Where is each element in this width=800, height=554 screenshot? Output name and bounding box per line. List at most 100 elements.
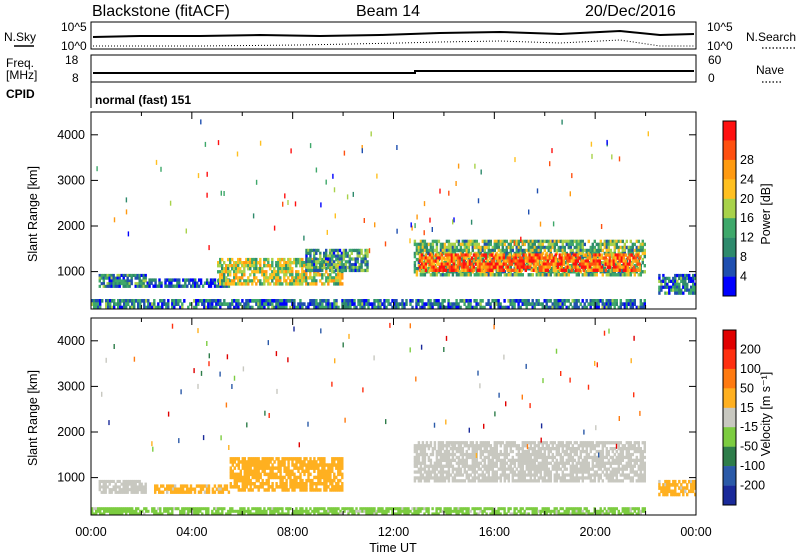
velocity-cell — [307, 472, 310, 477]
velocity-cell — [219, 484, 223, 488]
velocity-cell — [225, 484, 229, 488]
velocity-cell — [567, 458, 570, 462]
velocity-cell — [307, 466, 310, 470]
velocity-cell — [181, 490, 185, 494]
power-cell — [243, 273, 246, 277]
power-cell — [190, 284, 193, 288]
power-cell — [199, 278, 203, 282]
velocity-cell — [160, 490, 163, 494]
power-cell — [589, 273, 592, 277]
velocity-cell — [479, 461, 482, 465]
power-cell — [269, 276, 272, 280]
velocity-cell — [509, 458, 512, 462]
power-cell — [551, 239, 554, 244]
power-cell — [309, 248, 312, 253]
velocity-cell — [579, 470, 582, 474]
velocity-cell — [485, 467, 488, 471]
power-cell — [122, 273, 125, 277]
power-cell — [471, 239, 474, 244]
velocity-cell — [571, 447, 574, 451]
power-cell — [326, 265, 330, 270]
velocity-cell — [164, 487, 167, 491]
velocity-cell — [299, 457, 302, 461]
velocity-cell — [561, 455, 564, 460]
power-cell — [277, 264, 280, 268]
velocity-cell — [241, 475, 244, 480]
power-cell — [219, 264, 222, 268]
velocity-cell — [573, 467, 576, 471]
power-cell — [429, 299, 432, 303]
power-cell — [452, 265, 456, 269]
power-cell — [127, 302, 130, 306]
power-cell — [547, 245, 550, 250]
power-cell — [488, 265, 492, 269]
power-cell — [618, 256, 621, 260]
velocity-cell — [245, 475, 248, 480]
velocity-cell — [509, 464, 512, 468]
velocity-cell — [261, 485, 264, 489]
velocity-cell — [557, 452, 560, 457]
power-cell — [333, 279, 336, 283]
power-speck — [361, 145, 363, 150]
velocity-cell — [136, 490, 139, 494]
velocity-cell — [427, 464, 431, 468]
power-cell — [627, 248, 630, 253]
velocity-cell — [533, 444, 536, 448]
velocity-cell — [511, 449, 514, 454]
power-cell — [616, 262, 619, 266]
power-cell — [178, 284, 181, 288]
power-cell — [563, 248, 566, 253]
power-cell — [531, 305, 534, 310]
power-cell — [592, 256, 595, 260]
power-cell — [635, 248, 638, 253]
velocity-cell — [303, 457, 306, 461]
velocity-cell — [581, 441, 584, 445]
power-cell — [144, 284, 147, 288]
velocity-cell — [457, 449, 461, 454]
power-cell — [586, 259, 589, 263]
power-cell — [599, 299, 602, 303]
velocity-cell — [333, 488, 336, 492]
velocity-cell — [533, 470, 536, 474]
velocity-cell — [495, 458, 498, 462]
power-cell — [106, 282, 109, 286]
velocity-cell — [267, 475, 270, 480]
velocity-cell — [479, 449, 482, 454]
power-cell — [489, 305, 492, 310]
power-cell — [311, 268, 314, 273]
power-cell — [620, 256, 623, 260]
velocity-cell — [445, 447, 449, 451]
velocity-cell — [609, 479, 612, 483]
power-cell — [631, 248, 634, 253]
power-cell — [153, 305, 156, 310]
velocity-cell — [177, 490, 181, 494]
velocity-cell — [453, 467, 457, 471]
power-cell — [188, 278, 191, 282]
velocity-cell — [301, 469, 304, 473]
power-cell — [303, 279, 306, 283]
velocity-cell — [313, 460, 316, 464]
power-cell — [329, 302, 332, 306]
velocity-cell — [483, 473, 486, 477]
power-cell — [247, 279, 250, 283]
power-cell — [207, 284, 211, 288]
power-cell — [503, 305, 506, 310]
velocity-cell — [603, 473, 606, 477]
velocity-cell — [621, 470, 624, 474]
power-cell — [157, 302, 160, 306]
power-cell — [461, 242, 464, 247]
velocity-cell — [459, 458, 463, 462]
velocity-cell — [114, 485, 117, 489]
power-cell — [438, 262, 442, 266]
power-cell — [277, 282, 280, 286]
power-cell — [247, 261, 250, 265]
power-cell — [555, 242, 558, 247]
power-cell — [219, 299, 222, 303]
velocity-cell — [561, 447, 564, 451]
velocity-cell — [130, 485, 133, 489]
velocity-cell — [247, 460, 250, 464]
power-cell — [510, 268, 513, 272]
power-cell — [415, 251, 419, 256]
power-cell — [521, 302, 524, 306]
power-cell — [451, 302, 454, 306]
